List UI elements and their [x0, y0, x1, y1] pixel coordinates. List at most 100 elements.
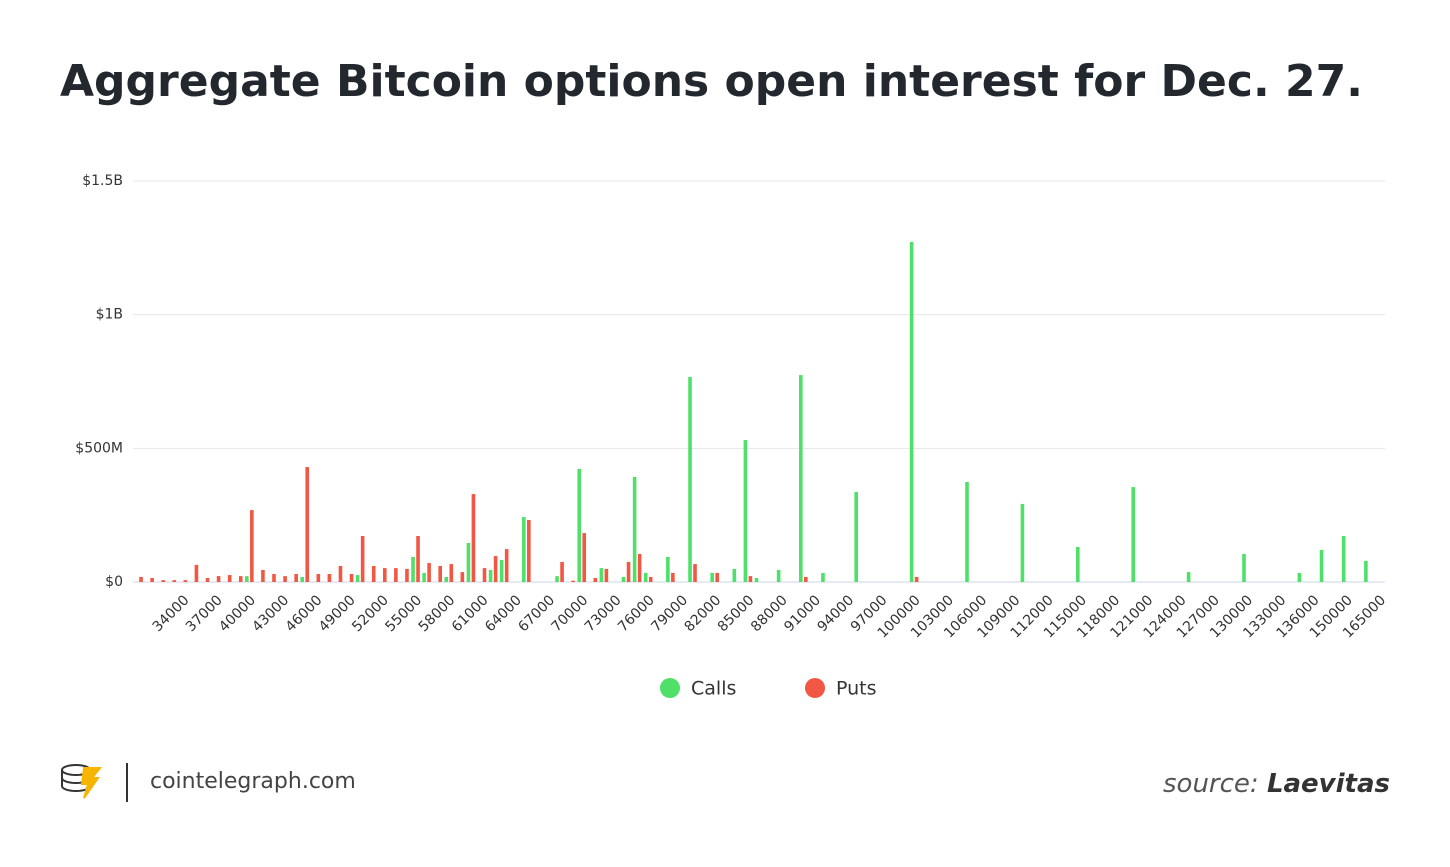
bar — [382, 568, 387, 582]
bar — [1076, 546, 1080, 582]
bar — [671, 572, 675, 582]
x-tick-label: 46000 — [283, 592, 326, 635]
x-tick-label: 64000 — [482, 592, 525, 635]
bar — [422, 572, 426, 582]
bar — [294, 573, 298, 582]
bar — [555, 576, 559, 582]
y-tick-label: $1.5B — [82, 173, 123, 189]
bar — [488, 569, 493, 582]
legend-marker — [805, 678, 825, 698]
bar — [666, 556, 670, 582]
bar — [300, 576, 305, 582]
bar — [582, 533, 587, 582]
bar — [371, 565, 376, 582]
bar — [504, 549, 509, 582]
bar — [205, 577, 210, 582]
bar — [965, 482, 969, 582]
bar — [648, 576, 653, 582]
bar — [216, 576, 221, 582]
bar — [250, 510, 254, 582]
bar — [394, 568, 398, 582]
bar — [632, 476, 637, 582]
bar — [1319, 549, 1324, 582]
bar — [909, 241, 914, 582]
bar — [427, 563, 431, 582]
bar — [499, 560, 504, 582]
bar — [1341, 536, 1346, 582]
bar — [161, 580, 165, 582]
legend-label: Calls — [691, 678, 736, 700]
source: source: Laevitas — [1163, 769, 1390, 799]
y-tick-label: $500M — [75, 440, 123, 456]
bar — [748, 576, 753, 582]
logo — [61, 764, 103, 799]
bar — [821, 572, 825, 582]
bar — [560, 561, 564, 582]
legend-label: Puts — [836, 678, 877, 700]
bar — [272, 573, 276, 582]
bar — [577, 468, 582, 582]
bar — [914, 576, 919, 582]
bar — [804, 576, 808, 582]
x-tick-label: 37000 — [183, 592, 226, 635]
bar — [599, 568, 604, 582]
bar — [316, 573, 321, 582]
bar — [466, 542, 471, 582]
bar — [571, 580, 575, 582]
x-tick-label: 40000 — [216, 592, 259, 635]
bar — [693, 564, 697, 582]
bar — [732, 568, 737, 582]
bar — [227, 575, 232, 582]
bar — [139, 576, 143, 582]
x-tick-label: 61000 — [449, 592, 492, 635]
x-tick-label: 52000 — [349, 592, 392, 635]
bar — [1242, 553, 1246, 582]
bar — [283, 576, 287, 582]
bar — [522, 517, 526, 582]
bar — [626, 561, 631, 582]
bar — [405, 568, 409, 582]
site-name: cointelegraph.com — [150, 769, 356, 794]
bar — [460, 572, 465, 582]
bar — [715, 572, 719, 582]
bar — [710, 572, 714, 582]
x-tick-label: 55000 — [382, 592, 425, 635]
bar — [776, 569, 781, 582]
x-tick-label: 49000 — [316, 592, 359, 635]
x-tick-label: 73000 — [582, 592, 625, 635]
bar — [238, 576, 243, 582]
source-label: source: — [1163, 769, 1259, 799]
x-tick-label: 43000 — [249, 592, 292, 635]
bar — [349, 573, 354, 582]
bar — [411, 556, 415, 582]
bar — [1131, 487, 1136, 582]
bar — [743, 440, 748, 582]
x-tick-label: 34000 — [150, 592, 193, 635]
y-tick-label: $0 — [105, 574, 123, 590]
bar — [854, 491, 859, 582]
bar — [482, 568, 487, 582]
source-name: Laevitas — [1267, 769, 1390, 799]
bar — [150, 577, 154, 582]
x-tick-label: 67000 — [515, 592, 558, 635]
bar — [1297, 572, 1302, 582]
x-tick-label: 70000 — [549, 592, 592, 635]
x-tick-label: 85000 — [715, 592, 758, 635]
bar — [360, 536, 365, 582]
bar — [1020, 503, 1025, 582]
bar — [643, 572, 648, 582]
bar — [338, 565, 343, 582]
bar — [527, 519, 531, 582]
bar — [194, 564, 199, 582]
bar — [493, 556, 498, 582]
legend-marker — [660, 678, 680, 698]
bar — [416, 536, 420, 582]
bar — [355, 575, 360, 582]
y-tick-label: $1B — [96, 307, 123, 323]
bar — [183, 580, 188, 582]
x-tick-label: 76000 — [615, 592, 658, 635]
bar — [621, 576, 626, 582]
bar — [245, 576, 249, 582]
